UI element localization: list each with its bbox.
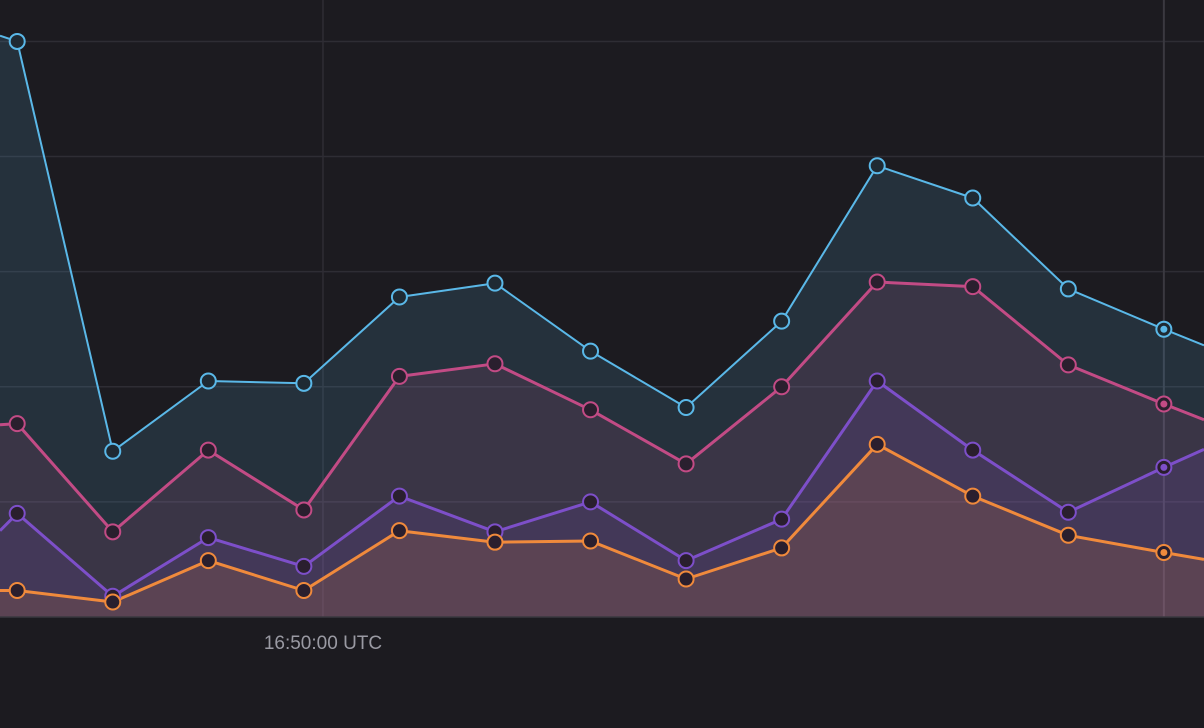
data-point[interactable]	[199, 552, 217, 570]
data-point[interactable]	[964, 278, 982, 296]
data-point[interactable]	[8, 582, 26, 600]
data-point[interactable]	[677, 570, 695, 588]
data-point[interactable]	[1059, 280, 1077, 298]
data-point[interactable]	[390, 367, 408, 385]
data-point[interactable]	[582, 493, 600, 511]
data-point[interactable]	[868, 273, 886, 291]
data-point[interactable]	[8, 32, 26, 50]
data-point[interactable]	[1059, 526, 1077, 544]
data-point[interactable]	[582, 532, 600, 550]
series-areas	[0, 35, 1204, 617]
data-point[interactable]	[582, 401, 600, 419]
data-point[interactable]	[677, 552, 695, 570]
data-point[interactable]	[199, 529, 217, 547]
data-point[interactable]	[1059, 356, 1077, 374]
data-point[interactable]	[295, 582, 313, 600]
data-point[interactable]	[677, 398, 695, 416]
data-point[interactable]	[104, 523, 122, 541]
data-point[interactable]	[773, 312, 791, 330]
data-point[interactable]	[8, 415, 26, 433]
data-point[interactable]	[964, 441, 982, 459]
data-point[interactable]	[295, 501, 313, 519]
data-point[interactable]	[486, 355, 504, 373]
series-area-3	[0, 381, 1204, 617]
data-point[interactable]	[1059, 503, 1077, 521]
data-point[interactable]	[964, 189, 982, 207]
data-point[interactable]	[199, 441, 217, 459]
data-point[interactable]	[773, 510, 791, 528]
series-area-2	[0, 282, 1204, 617]
series-points[interactable]	[8, 32, 1173, 611]
data-point[interactable]	[104, 442, 122, 460]
data-point[interactable]	[868, 157, 886, 175]
data-point[interactable]	[104, 593, 122, 611]
data-point[interactable]	[390, 288, 408, 306]
data-point-highlight	[1160, 325, 1168, 333]
data-point[interactable]	[486, 533, 504, 551]
data-point-highlight	[1160, 463, 1168, 471]
data-point[interactable]	[8, 504, 26, 522]
data-point-highlight	[1160, 400, 1168, 408]
data-point[interactable]	[486, 274, 504, 292]
data-point[interactable]	[773, 539, 791, 557]
data-point[interactable]	[868, 372, 886, 390]
data-point[interactable]	[390, 487, 408, 505]
series-area-4	[0, 444, 1204, 617]
data-point[interactable]	[295, 557, 313, 575]
data-point[interactable]	[964, 487, 982, 505]
data-point[interactable]	[295, 374, 313, 392]
data-point[interactable]	[582, 342, 600, 360]
data-point[interactable]	[199, 372, 217, 390]
data-point[interactable]	[390, 522, 408, 540]
data-point[interactable]	[677, 455, 695, 473]
data-point[interactable]	[773, 378, 791, 396]
x-tick-label: 16:50:00 UTC	[264, 633, 382, 654]
data-point[interactable]	[868, 435, 886, 453]
x-axis-ticks: 16:50:00 UTC16:51:00 UTC	[264, 633, 382, 654]
series-area-1	[0, 35, 1204, 617]
data-point-highlight	[1160, 549, 1168, 557]
